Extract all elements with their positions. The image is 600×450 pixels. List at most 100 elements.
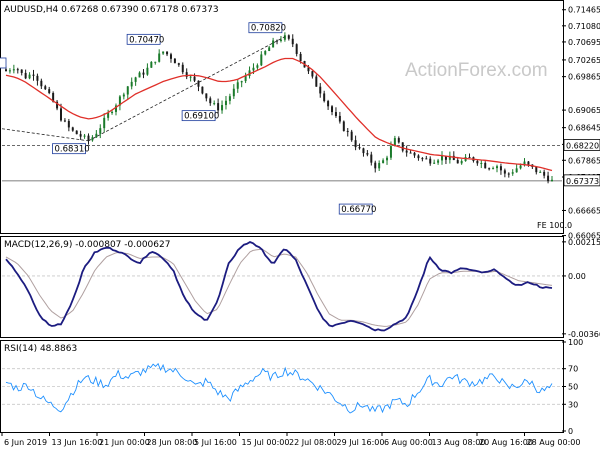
candle-body [382,160,385,164]
candle-body [154,61,157,63]
candle-body [166,51,169,55]
candle-body [118,96,121,106]
candle-body [441,155,444,161]
rsi-ytick-label: 0 [568,427,573,436]
candle-body [244,75,247,82]
level-price-box [563,139,600,151]
candle-body [67,120,70,128]
annotation-box [248,22,283,34]
candle-body [63,120,66,122]
candle-body [95,133,98,138]
x-tick-label: 20 Aug 16:00 [479,438,533,447]
x-tick-label: 6 Jun 2019 [4,438,47,447]
candle-body [484,162,487,169]
level-price-label: 0.68220 [566,141,599,150]
candle-body [260,54,263,66]
trendline-rising [88,36,286,142]
candle-body [331,106,334,113]
level-price-box [563,174,600,187]
candle-body [138,72,141,78]
candle-body [409,152,412,154]
candle-body [240,81,243,83]
candle-body [213,103,216,105]
candle-body [252,67,255,71]
candle-body [5,69,7,72]
candle-body [87,135,90,141]
candle-body [279,39,282,41]
x-tick-label: 22 Jul 08:00 [289,438,337,447]
candle-body [158,53,161,62]
price-ytick-label: 0.66065 [568,232,600,241]
candle-body [421,158,424,160]
candle-body [114,105,117,112]
price-ytick-label: 0.71465 [568,6,600,15]
candle-body [366,153,369,155]
candle-body [276,40,279,42]
candle-body [519,165,522,169]
candle-body [488,168,491,170]
candle-body [452,155,455,161]
price-ytick-label: 0.69065 [568,106,600,115]
candle-body [397,138,400,143]
candle-body [507,173,510,175]
rsi-ytick-label: 100 [568,338,583,347]
candle-body [523,161,526,166]
candle-body [193,76,196,81]
x-tick-label: 28 Aug 00:00 [527,438,581,447]
axis-layer: 0.71465 0.71080 0.70695 0.70265 0.69865 0.690… [1,6,600,447]
candle-body [272,40,275,48]
candle-body [547,175,550,182]
candle-body [205,93,208,99]
candle-body [476,160,479,164]
candle-body [217,103,220,111]
annotation-label: 0.66770 [341,205,376,215]
candle-body [185,72,188,77]
candle-body [543,171,546,176]
candle-body [59,108,62,121]
price-ytick-label: 0.67865 [568,156,600,165]
candle-body [130,81,133,87]
x-tick-label: 6 Aug 00:00 [384,438,433,447]
candle-body [162,51,165,54]
candle-body [16,69,19,71]
price-panel-frame [0,0,564,234]
candle-body [480,162,483,164]
candle-body [460,161,463,164]
candle-body [295,44,298,54]
candle-body [327,101,330,107]
candle-body [283,35,286,40]
candle-body [378,163,381,169]
candle-body [48,89,51,94]
candle-body [323,93,326,102]
candle-body [173,58,176,64]
price-ytick-label: 0.70695 [568,38,600,47]
candle-body [362,148,365,154]
annotation-box [52,143,86,155]
candle-body [20,69,23,73]
fe-footnote: FE 100.0 [537,221,572,230]
rsi-layer [2,362,562,414]
candle-body [496,166,499,169]
price-panel-title: AUDUSD,H4 0.67268 0.67390 0.67178 0.6737… [4,5,219,15]
candle-body [338,115,341,122]
candle-body [209,98,212,104]
candle-body [40,80,43,87]
candle-body [75,130,78,135]
candle-body [181,64,184,73]
candle-body [358,147,361,149]
candle-body [456,160,459,164]
candle-body [91,137,94,141]
rsi-ytick-label: 30 [568,400,578,409]
x-tick-label: 29 Jul 16:00 [337,438,385,447]
candle-body [448,155,451,160]
candle-body [79,134,82,137]
macd-ytick-label: -0.003664 [568,330,600,339]
rsi-ytick-label: 70 [568,365,578,374]
annotation-label: 0.70470 [129,35,164,45]
price-ytick-label: 0.66665 [568,206,600,215]
annotation-label: 0.70820 [251,24,286,34]
price-ytick-label: 0.71080 [568,22,600,31]
x-tick-label: 13 Jun 16:00 [52,438,103,447]
